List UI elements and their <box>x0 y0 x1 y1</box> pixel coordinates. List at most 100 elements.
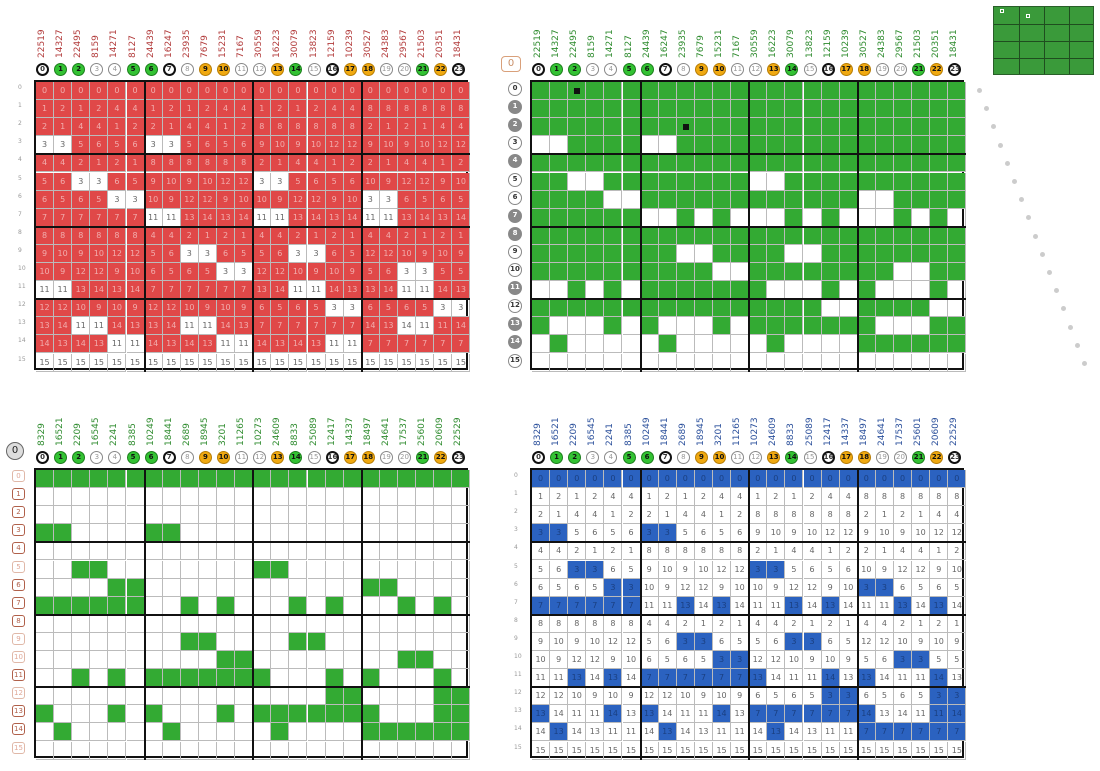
grid-cell[interactable]: 11 <box>54 281 73 300</box>
grid-cell[interactable]: 4 <box>271 226 290 245</box>
grid-cell[interactable] <box>731 208 750 227</box>
grid-cell[interactable]: 15 <box>379 353 398 372</box>
grid-cell[interactable]: 12 <box>749 651 768 670</box>
grid-cell[interactable]: 6 <box>54 172 73 191</box>
grid-cell[interactable]: 13 <box>434 208 453 227</box>
grid-cell[interactable]: 3 <box>948 687 967 706</box>
grid-cell[interactable]: 11 <box>894 669 913 688</box>
grid-cell[interactable] <box>676 208 695 227</box>
column-index-circle[interactable]: 15 <box>307 63 321 76</box>
grid-cell[interactable]: 3 <box>731 651 750 670</box>
grid-cell[interactable] <box>532 190 551 209</box>
grid-cell[interactable]: 10 <box>767 524 786 543</box>
grid-cell[interactable]: 1 <box>930 542 949 561</box>
grid-cell[interactable]: 14 <box>108 317 127 336</box>
grid-cell[interactable] <box>271 614 290 633</box>
grid-cell[interactable] <box>126 470 145 489</box>
grid-cell[interactable] <box>568 136 587 155</box>
grid-cell[interactable] <box>839 100 858 119</box>
grid-cell[interactable]: 12 <box>839 524 858 543</box>
grid-cell[interactable] <box>416 506 435 525</box>
grid-cell[interactable]: 5 <box>416 299 435 318</box>
grid-cell[interactable]: 13 <box>217 208 236 227</box>
grid-cell[interactable] <box>857 317 876 336</box>
grid-cell[interactable]: 8 <box>198 154 217 173</box>
column-index-circle[interactable]: 1 <box>550 451 564 464</box>
grid-cell[interactable] <box>767 208 786 227</box>
grid-cell[interactable]: 2 <box>568 542 587 561</box>
grid-cell[interactable] <box>343 632 362 651</box>
grid-cell[interactable]: 3 <box>180 244 199 263</box>
grid-cell[interactable]: 5 <box>713 524 732 543</box>
grid-cell[interactable]: 13 <box>180 208 199 227</box>
grid-cell[interactable] <box>180 651 199 670</box>
grid-cell[interactable]: 2 <box>604 542 623 561</box>
grid-cell[interactable] <box>235 542 254 561</box>
grid-cell[interactable]: 11 <box>658 596 677 615</box>
grid-cell[interactable]: 6 <box>785 687 804 706</box>
grid-cell[interactable] <box>379 741 398 760</box>
grid-cell[interactable] <box>361 669 380 688</box>
grid-cell[interactable]: 15 <box>894 741 913 760</box>
grid-cell[interactable]: 10 <box>713 687 732 706</box>
grid-cell[interactable]: 3 <box>550 524 569 543</box>
grid-cell[interactable]: 9 <box>894 524 913 543</box>
grid-cell[interactable]: 3 <box>586 560 605 579</box>
grid-cell[interactable]: 8 <box>948 488 967 507</box>
grid-cell[interactable] <box>803 226 822 245</box>
column-index-circle[interactable]: 20 <box>894 63 907 76</box>
grid-cell[interactable] <box>948 299 967 318</box>
grid-cell[interactable]: 15 <box>930 741 949 760</box>
grid-cell[interactable]: 11 <box>930 705 949 724</box>
column-index-circle[interactable]: 9 <box>694 63 708 76</box>
grid-cell[interactable] <box>253 506 272 525</box>
grid-cell[interactable] <box>144 506 163 525</box>
grid-cell[interactable]: 8 <box>912 488 931 507</box>
grid-cell[interactable] <box>126 651 145 670</box>
grid-cell[interactable] <box>948 100 967 119</box>
grid-cell[interactable]: 4 <box>713 488 732 507</box>
grid-cell[interactable]: 4 <box>749 614 768 633</box>
grid-cell[interactable] <box>325 669 344 688</box>
grid-cell[interactable]: 3 <box>604 578 623 597</box>
grid-cell[interactable] <box>452 705 471 724</box>
grid-cell[interactable] <box>271 687 290 706</box>
grid-cell[interactable] <box>217 560 236 579</box>
column-index-circle[interactable]: 16 <box>325 63 339 76</box>
grid-cell[interactable]: 4 <box>767 614 786 633</box>
grid-cell[interactable]: 12 <box>568 651 587 670</box>
grid-cell[interactable]: 0 <box>586 470 605 489</box>
grid-cell[interactable]: 4 <box>894 542 913 561</box>
grid-cell[interactable] <box>857 190 876 209</box>
grid-cell[interactable]: 5 <box>749 632 768 651</box>
grid-cell[interactable]: 8 <box>126 226 145 245</box>
grid-cell[interactable]: 7 <box>434 335 453 354</box>
grid-cell[interactable]: 7 <box>640 669 659 688</box>
column-index-circle[interactable]: 6 <box>640 63 654 76</box>
grid-cell[interactable] <box>568 190 587 209</box>
grid-cell[interactable] <box>217 488 236 507</box>
grid-cell[interactable]: 4 <box>361 226 380 245</box>
grid-cell[interactable]: 6 <box>930 578 949 597</box>
grid-cell[interactable] <box>658 190 677 209</box>
grid-cell[interactable]: 15 <box>568 741 587 760</box>
grid-cell[interactable] <box>289 542 308 561</box>
column-index-circle[interactable]: 14 <box>785 451 799 464</box>
grid-cell[interactable]: 4 <box>126 100 145 119</box>
grid-cell[interactable] <box>253 723 272 742</box>
row-index-circle[interactable]: 1 <box>508 100 522 115</box>
grid-cell[interactable]: 12 <box>604 632 623 651</box>
grid-cell[interactable]: 5 <box>785 560 804 579</box>
grid-cell[interactable] <box>713 172 732 191</box>
grid-cell[interactable] <box>694 226 713 245</box>
grid-cell[interactable] <box>875 335 894 354</box>
grid-cell[interactable] <box>857 82 876 101</box>
grid-cell[interactable] <box>875 299 894 318</box>
column-index-circle[interactable]: 13 <box>271 63 285 76</box>
grid-cell[interactable] <box>640 82 659 101</box>
column-index-circle[interactable]: 12 <box>253 63 267 76</box>
grid-cell[interactable] <box>622 299 641 318</box>
grid-cell[interactable] <box>325 506 344 525</box>
grid-cell[interactable] <box>325 687 344 706</box>
grid-cell[interactable]: 13 <box>640 705 659 724</box>
